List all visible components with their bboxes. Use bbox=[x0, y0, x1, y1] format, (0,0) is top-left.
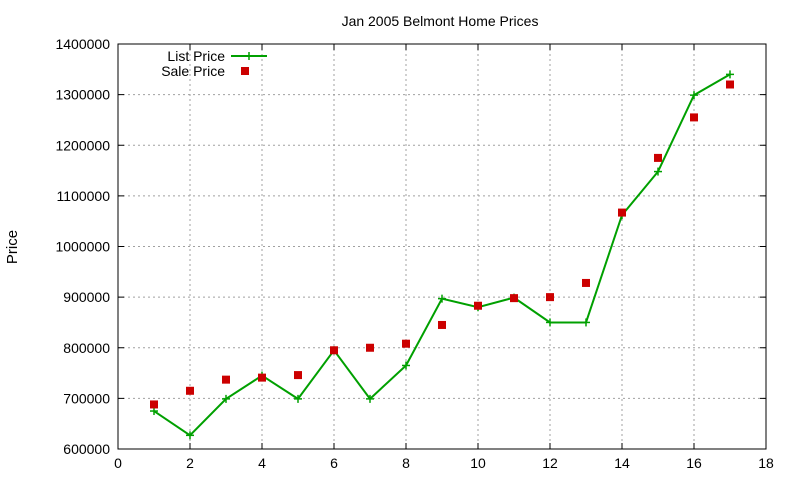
sale-price-point bbox=[366, 343, 374, 352]
x-tick-label: 0 bbox=[114, 455, 122, 471]
y-tick-label: 1000000 bbox=[55, 239, 110, 255]
sale-price-point bbox=[402, 339, 410, 348]
grid bbox=[118, 44, 766, 449]
sale-price-point bbox=[294, 371, 302, 380]
series bbox=[150, 70, 734, 440]
legend-label-sale-price: Sale Price bbox=[161, 63, 225, 79]
sale-price-point bbox=[582, 278, 590, 287]
list-price-point bbox=[222, 394, 230, 403]
list-price-point bbox=[438, 294, 446, 303]
sale-price-point bbox=[438, 320, 446, 329]
legend-marker-list-price bbox=[245, 52, 253, 60]
y-tick-label: 1400000 bbox=[55, 36, 110, 52]
x-tick-label: 10 bbox=[470, 455, 486, 471]
sale-price-point bbox=[618, 208, 626, 217]
list-price-point bbox=[582, 318, 590, 327]
y-tick-label: 1200000 bbox=[55, 137, 110, 153]
x-tick-label: 18 bbox=[758, 455, 774, 471]
sale-price-point bbox=[654, 153, 662, 162]
sale-price-point bbox=[690, 113, 698, 122]
x-tick-label: 14 bbox=[614, 455, 630, 471]
sale-price-point bbox=[510, 294, 518, 303]
list-price-line bbox=[153, 73, 731, 437]
y-tick-label: 600000 bbox=[63, 441, 110, 457]
list-price-point bbox=[366, 394, 374, 403]
axes: 0 2 4 6 8 10 12 14 16 18 600000 700000 800000 900000 1… bbox=[55, 36, 774, 471]
sale-price-point bbox=[474, 301, 482, 310]
y-tick-label: 1300000 bbox=[55, 87, 110, 103]
list-price-point bbox=[402, 361, 410, 370]
list-price-point bbox=[726, 70, 734, 79]
x-tick-label: 16 bbox=[686, 455, 702, 471]
sale-price-point bbox=[546, 293, 554, 302]
x-tick-label: 8 bbox=[402, 455, 410, 471]
legend-label-list-price: List Price bbox=[167, 48, 225, 64]
sale-price-point bbox=[330, 346, 338, 355]
legend-marker-sale-price bbox=[241, 67, 249, 75]
y-tick-label: 900000 bbox=[63, 289, 110, 305]
x-tick-label: 6 bbox=[330, 455, 338, 471]
sale-price-point bbox=[150, 400, 158, 409]
list-price-point bbox=[294, 394, 302, 403]
sale-price-point bbox=[258, 373, 266, 382]
x-tick-label: 4 bbox=[258, 455, 266, 471]
chart-title: Jan 2005 Belmont Home Prices bbox=[342, 13, 539, 29]
list-price-point bbox=[186, 431, 194, 440]
sale-price-point bbox=[726, 80, 734, 89]
list-price-point bbox=[546, 318, 554, 327]
x-tick-label: 12 bbox=[542, 455, 558, 471]
list-price-point bbox=[690, 91, 698, 100]
y-tick-label: 1100000 bbox=[57, 188, 111, 204]
y-axis-label: Price bbox=[4, 230, 21, 264]
sale-price-point bbox=[186, 386, 194, 395]
list-price-point bbox=[654, 167, 662, 176]
sale-price-point bbox=[222, 375, 230, 384]
y-tick-label: 800000 bbox=[63, 340, 110, 356]
y-tick-label: 700000 bbox=[63, 390, 110, 406]
x-tick-label: 2 bbox=[186, 455, 194, 471]
